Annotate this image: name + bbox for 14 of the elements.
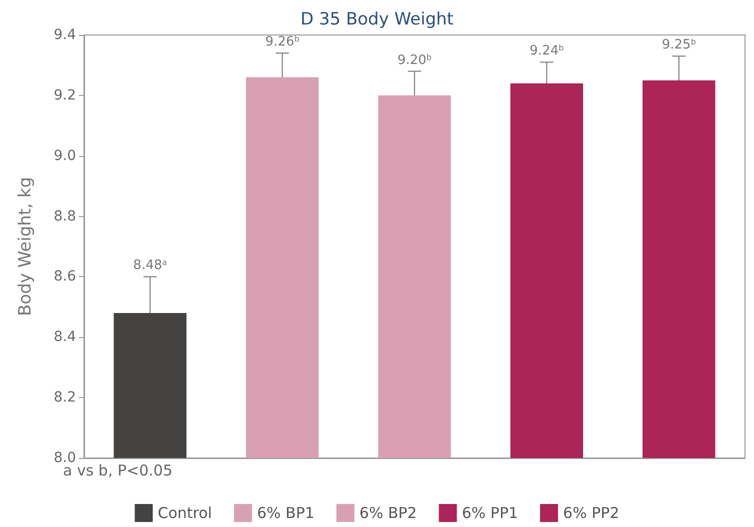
legend-label: 6% BP2 — [359, 504, 417, 522]
y-tick-label: 9.0 — [54, 148, 76, 164]
y-tick-label: 8.8 — [54, 208, 76, 224]
y-tick-label: 9.2 — [54, 87, 76, 104]
y-tick-label: 8.2 — [54, 390, 76, 406]
chart-title: D 35 Body Weight — [300, 10, 454, 30]
y-tick-label: 8.6 — [54, 268, 76, 285]
y-tick-label: 9.4 — [54, 27, 76, 43]
legend-label: Control — [158, 504, 212, 522]
y-tick-label: 8.4 — [54, 329, 76, 346]
y-axis-title: Body Weight, kg — [16, 177, 36, 316]
legend-label: 6% BP1 — [256, 504, 314, 522]
legend-label: 6% PP2 — [563, 504, 620, 522]
legend-label: 6% PP1 — [462, 504, 518, 522]
